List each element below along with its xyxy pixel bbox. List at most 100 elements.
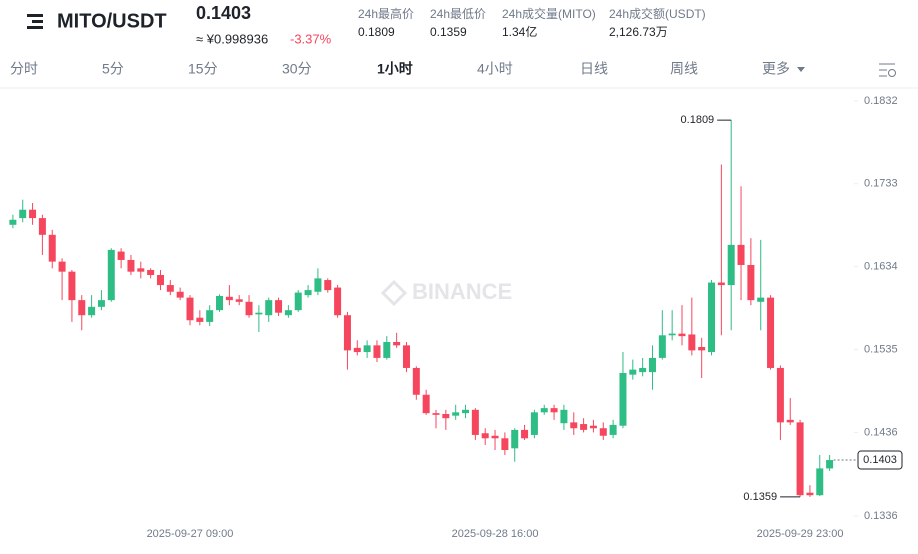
candle-body <box>796 422 804 496</box>
candle-body <box>147 270 155 276</box>
x-tick-label: 2025-09-29 23:00 <box>757 528 844 540</box>
candle-body <box>668 333 676 336</box>
candle-body <box>186 297 194 321</box>
candle-body <box>471 409 479 435</box>
candle-body <box>530 412 538 435</box>
candle-body <box>334 287 342 316</box>
candle-body <box>698 347 706 351</box>
candle-body <box>629 369 637 375</box>
candle-body <box>816 468 824 496</box>
candle-body <box>363 345 371 353</box>
candle-body <box>137 268 145 272</box>
candle-body <box>58 261 66 272</box>
stat-label: 24h最低价 <box>430 7 486 21</box>
timeframe-tab[interactable]: 30分 <box>282 61 312 77</box>
candle-body <box>68 271 76 301</box>
candle-body <box>786 419 794 423</box>
candle-body <box>393 342 401 346</box>
candle-body <box>206 310 214 322</box>
candle-body <box>255 312 263 315</box>
candle-body <box>48 234 56 262</box>
candle-body <box>127 259 135 272</box>
candle-body <box>245 301 253 316</box>
candle-body <box>619 372 627 426</box>
settings-icon[interactable] <box>879 63 896 77</box>
candle-body <box>501 438 509 450</box>
candle-body <box>88 306 96 316</box>
max-label: 0.1809 <box>681 114 715 126</box>
candle-body <box>580 424 588 430</box>
candle-body <box>491 435 499 439</box>
candle-body <box>747 264 755 301</box>
candle-body <box>708 282 716 353</box>
y-tick-label: 0.1634 <box>864 261 898 273</box>
candle-body <box>589 425 597 429</box>
candle-body <box>648 357 656 373</box>
change: -3.37% <box>290 31 332 46</box>
y-tick-label: 0.1832 <box>864 95 898 107</box>
candle-body <box>216 295 224 311</box>
candle-body <box>107 249 115 301</box>
candle-body <box>521 429 529 439</box>
candle-body <box>284 310 292 316</box>
symbol: MITO/USDT <box>57 10 167 32</box>
candle-body <box>678 333 686 337</box>
logo-icon <box>27 14 43 29</box>
candle-body <box>196 317 204 322</box>
candle-body <box>166 285 174 292</box>
watermark-icon <box>380 279 408 307</box>
candle-body <box>550 408 558 413</box>
candle-body <box>737 244 745 265</box>
candle-body <box>717 282 725 286</box>
watermark: BINANCE <box>412 279 512 304</box>
candle-body <box>117 251 125 260</box>
candle-body <box>462 409 470 414</box>
candle-body <box>275 300 283 313</box>
timeframe-tab[interactable]: 1小时 <box>377 61 413 77</box>
candle-body <box>324 280 332 291</box>
stat-label: 24h成交量(MITO) <box>502 6 596 21</box>
x-tick-label: 2025-09-27 09:00 <box>147 528 234 540</box>
candle-body <box>422 394 430 414</box>
candle-body <box>156 275 164 286</box>
candle-body <box>412 367 420 395</box>
y-tick-label: 0.1436 <box>864 426 898 438</box>
candle-body <box>767 297 775 368</box>
candle-body <box>19 209 27 219</box>
timeframe-tab[interactable]: 5分 <box>102 61 124 77</box>
timeframe-tab[interactable]: 分时 <box>10 61 38 77</box>
candle-body <box>727 244 735 286</box>
timeframe-tab[interactable]: 15分 <box>188 61 218 77</box>
candle-body <box>225 296 233 301</box>
y-tick-label: 0.1733 <box>864 178 898 190</box>
candle-body <box>688 334 696 351</box>
candle-body <box>78 300 86 316</box>
candle-body <box>658 335 666 358</box>
candle-body <box>97 300 105 307</box>
dropdown-arrow <box>797 67 805 72</box>
timeframe-tab[interactable]: 日线 <box>580 61 608 77</box>
x-tick-label: 2025-09-28 16:00 <box>452 528 539 540</box>
candle-body <box>609 424 617 435</box>
y-tick-label: 0.1336 <box>864 510 898 522</box>
stat-value: 1.34亿 <box>502 24 537 39</box>
candle-body <box>176 291 184 298</box>
candle-body <box>402 345 410 368</box>
candle-body <box>540 408 548 413</box>
timeframe-tab[interactable]: 4小时 <box>477 61 513 77</box>
timeframe-tab[interactable]: 周线 <box>670 61 698 77</box>
candle-body <box>383 342 391 358</box>
candle-body <box>806 492 814 496</box>
candle-body <box>235 299 243 302</box>
stat-value: 0.1359 <box>430 25 467 39</box>
candle-body <box>294 292 302 311</box>
timeframe-tab[interactable]: 更多 <box>762 61 790 77</box>
candle-body <box>9 219 17 225</box>
candle-body <box>757 297 765 302</box>
candle-body <box>314 278 322 292</box>
candle-body <box>511 429 519 449</box>
min-label: 0.1359 <box>743 491 777 503</box>
candle-body <box>570 422 578 429</box>
